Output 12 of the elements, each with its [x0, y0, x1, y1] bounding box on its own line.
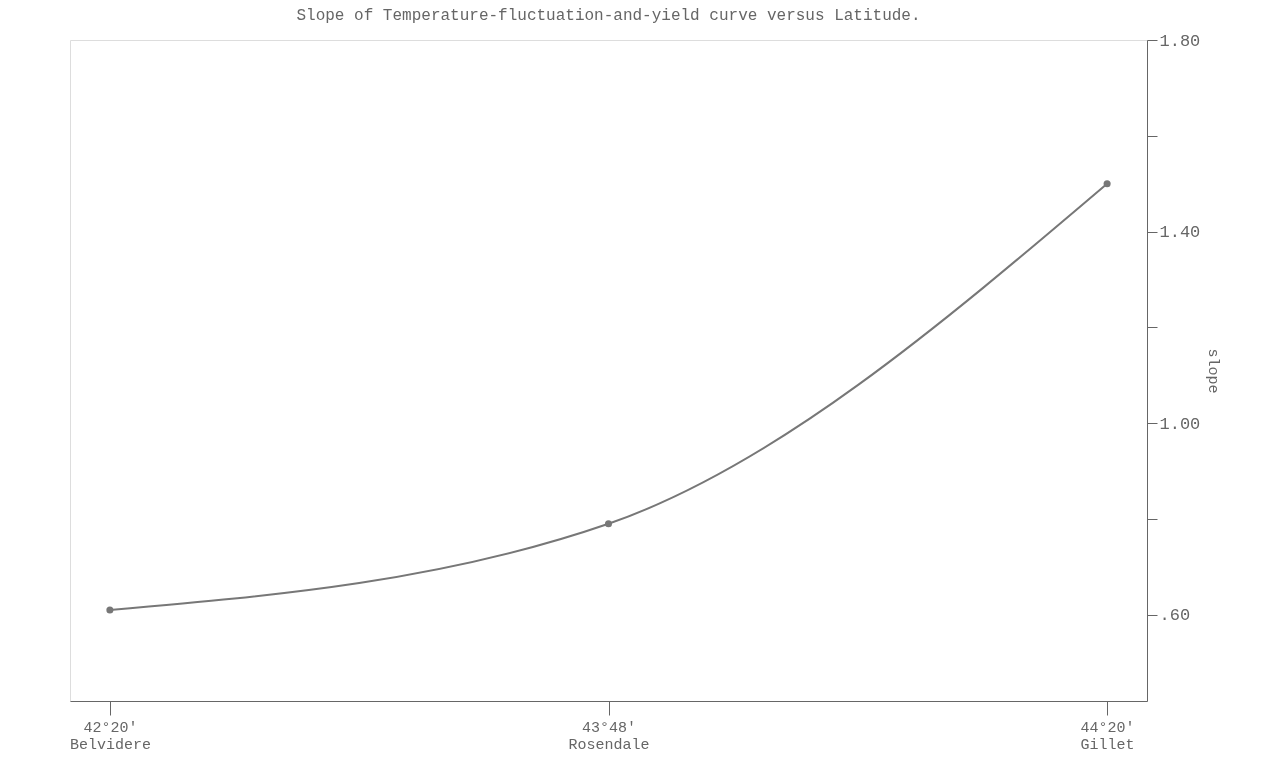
chart-title: Slope of Temperature-fluctuation-and-yield curve versus Latitude. [296, 7, 921, 25]
y-tick-label: 1.40 [1159, 223, 1201, 243]
y-tick-label: 1.00 [1159, 414, 1201, 434]
y-tick-label: 1.80 [1159, 31, 1201, 51]
x-tick-label: 44°20' Gillet [1080, 719, 1135, 754]
point [106, 606, 114, 614]
x-tick-label: 42°20' Belvidere [69, 719, 151, 754]
y-axis-title: slope [1204, 348, 1222, 394]
point [604, 520, 613, 528]
y-tick-label: .60 [1159, 606, 1191, 626]
x-tick-label: 43°48' Rosendale [568, 719, 650, 754]
point [1103, 180, 1111, 188]
